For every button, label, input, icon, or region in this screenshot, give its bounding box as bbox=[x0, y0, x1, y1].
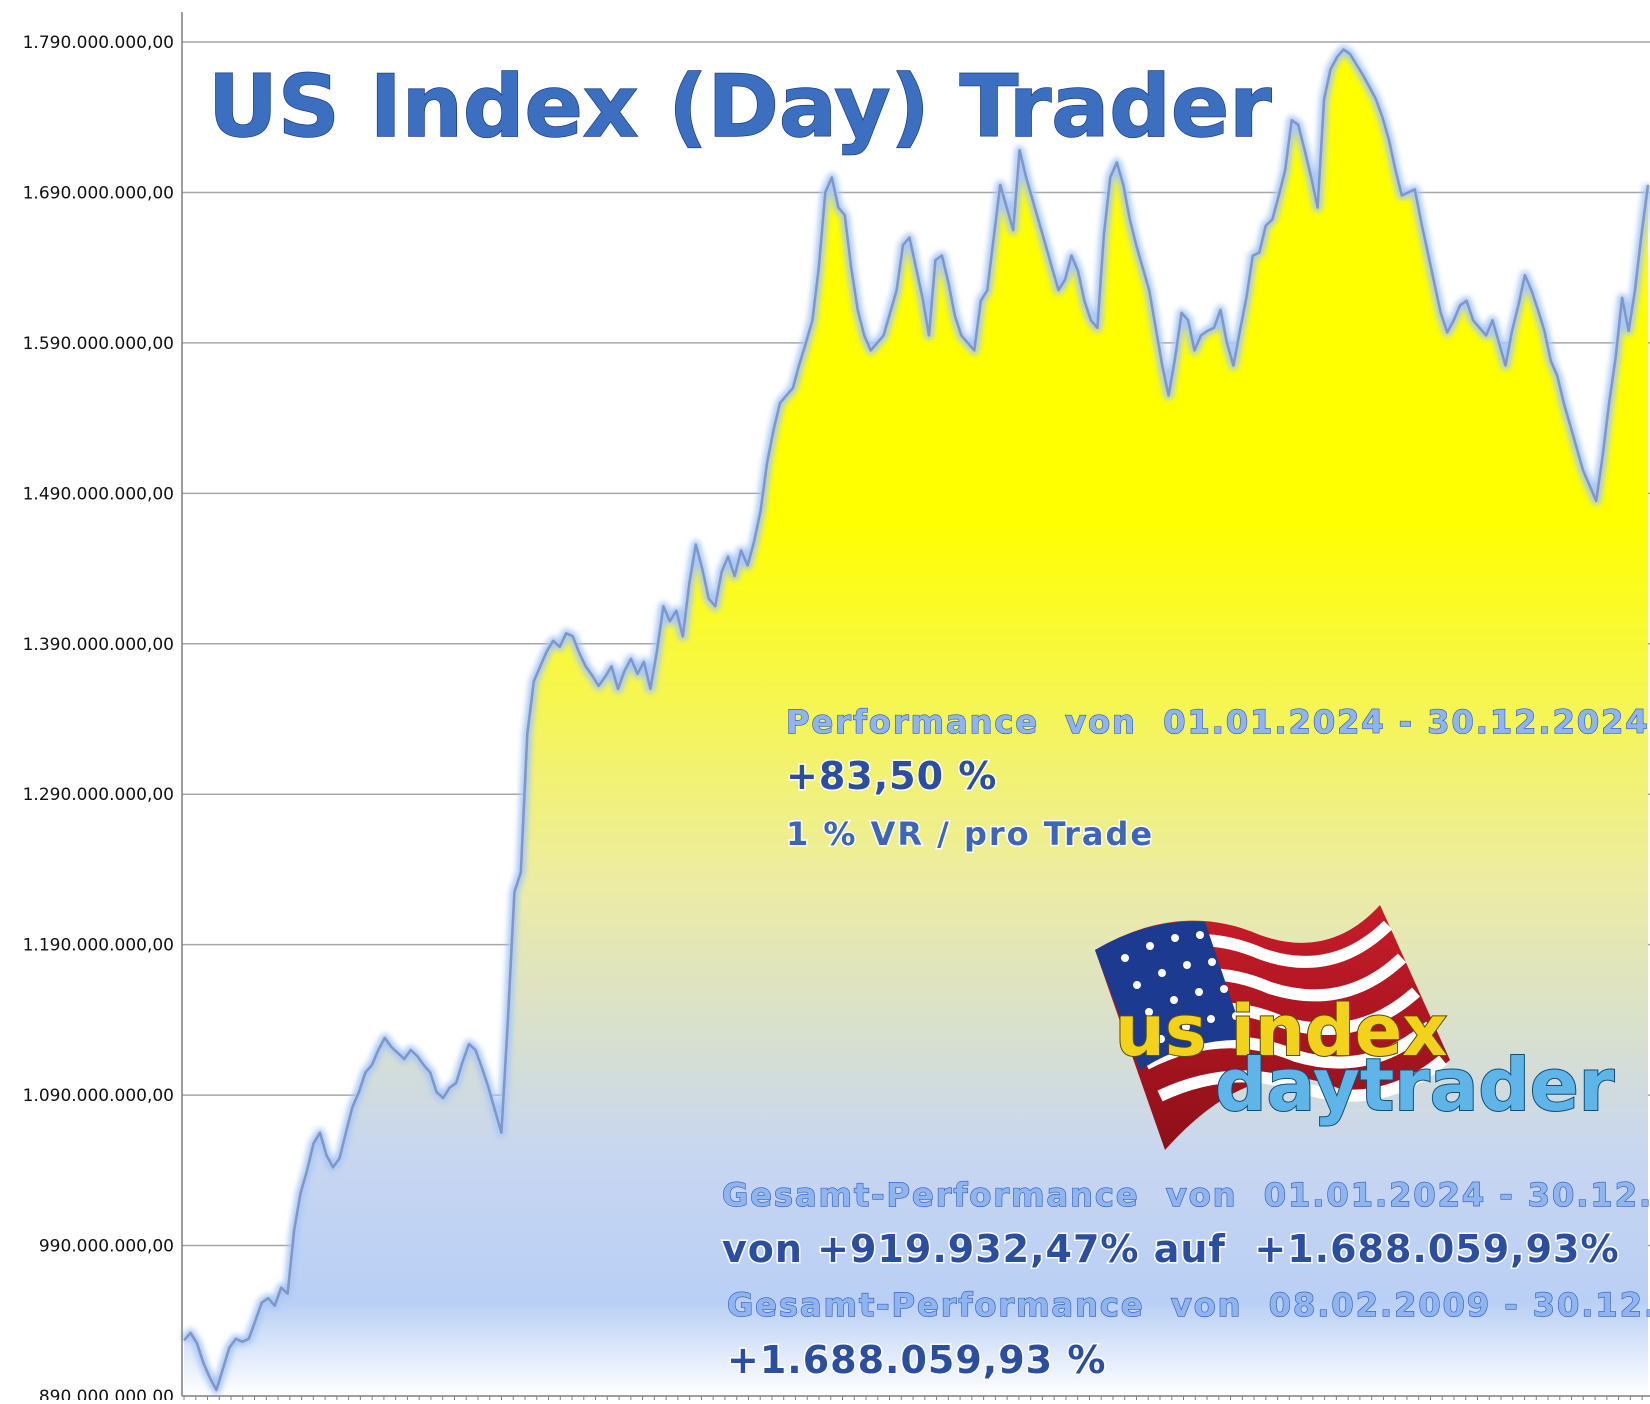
logo-line1: us index bbox=[1115, 990, 1447, 1072]
chart-title: US Index (Day) Trader bbox=[208, 57, 1272, 157]
y-tick-label: 990.000.000,00 bbox=[39, 1237, 174, 1257]
risk-label: 1 % VR / pro Trade bbox=[786, 815, 1154, 853]
total-performance-label-2: Gesamt-Performance von 08.02.2009 - 30.1… bbox=[727, 1286, 1650, 1324]
y-tick-label: 1.490.000.000,00 bbox=[23, 484, 174, 504]
y-tick-label: 1.090.000.000,00 bbox=[23, 1086, 174, 1106]
y-tick-label: 890.000.000,00 bbox=[39, 1387, 174, 1400]
y-axis-labels: 1.790.000.000,00 1.690.000.000,00 1.590.00… bbox=[23, 33, 174, 1404]
performance-label: Performance von 01.01.2024 - 30.12.2024 bbox=[786, 703, 1650, 741]
x-axis-ticks bbox=[183, 1396, 1643, 1400]
total-performance-label-1: Gesamt-Performance von 01.01.2024 - 30.1… bbox=[722, 1176, 1650, 1214]
y-tick-label: 1.790.000.000,00 bbox=[23, 33, 174, 53]
us-flag-logo: us index daytrader bbox=[1095, 905, 1616, 1150]
logo-line2: daytrader bbox=[1215, 1043, 1615, 1127]
total-performance-value-2: +1.688.059,93 % bbox=[727, 1338, 1106, 1382]
equity-line bbox=[183, 48, 1650, 1392]
y-tick-label: 1.690.000.000,00 bbox=[23, 183, 174, 203]
total-performance-value-1: von +919.932,47% auf +1.688.059,93% bbox=[722, 1227, 1620, 1271]
y-tick-label: 1.190.000.000,00 bbox=[23, 936, 174, 956]
performance-value: +83,50 % bbox=[786, 754, 997, 798]
y-tick-label: 1.290.000.000,00 bbox=[23, 785, 174, 805]
y-tick-label: 1.590.000.000,00 bbox=[23, 334, 174, 354]
y-tick-label: 1.390.000.000,00 bbox=[23, 635, 174, 655]
